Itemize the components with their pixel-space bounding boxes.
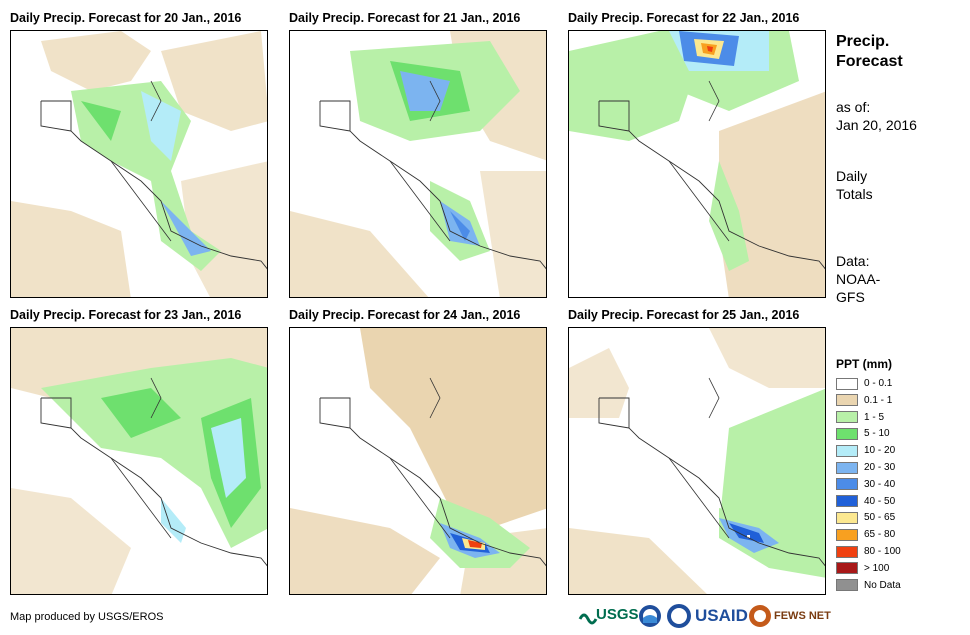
- legend-item: No Data: [836, 579, 901, 592]
- panel-title-6: Daily Precip. Forecast for 25 Jan., 2016: [568, 308, 800, 322]
- panel-title-5: Daily Precip. Forecast for 24 Jan., 2016: [289, 308, 521, 322]
- legend-label: 40 - 50: [864, 495, 896, 507]
- legend-title: PPT (mm): [836, 357, 893, 371]
- panel-title-1: Daily Precip. Forecast for 20 Jan., 2016: [10, 11, 242, 25]
- legend-swatch: [836, 478, 858, 491]
- sidebar-daily-line2: Totals: [836, 186, 873, 202]
- legend-label: 1 - 5: [864, 411, 885, 423]
- noaa-logo: [638, 603, 662, 629]
- legend-swatch: [836, 579, 858, 592]
- legend-swatch: [836, 377, 858, 390]
- fews-net-logo-text: FEWS NET: [774, 610, 831, 622]
- sidebar-data-line2: NOAA-: [836, 271, 881, 287]
- legend-label: 0.1 - 1: [864, 394, 893, 406]
- panel-title-4: Daily Precip. Forecast for 23 Jan., 2016: [10, 308, 242, 322]
- legend-swatch: [836, 495, 858, 508]
- legend-label: 20 - 30: [864, 462, 896, 473]
- usgs-logo: USGS: [578, 603, 639, 629]
- legend-item: 0 - 0.1: [836, 377, 892, 390]
- sidebar-data-line3: GFS: [836, 289, 865, 305]
- forecast-map-23-jan: [10, 327, 268, 595]
- legend-item: > 100: [836, 562, 889, 575]
- sidebar-daily-totals: Daily Totals: [836, 167, 956, 203]
- forecast-map-20-jan: [10, 30, 268, 298]
- legend-swatch: [836, 411, 858, 424]
- legend-item: 20 - 30: [836, 461, 895, 474]
- forecast-map-24-jan: [289, 327, 547, 595]
- legend-label: No Data: [864, 579, 901, 591]
- legend-label: 10 - 20: [864, 445, 896, 457]
- legend-label: 50 - 65: [864, 512, 896, 524]
- sidebar-data-line1: Data:: [836, 253, 870, 269]
- legend-item: 30 - 40: [836, 478, 895, 491]
- legend-label: 65 - 80: [864, 529, 896, 541]
- fews-net-logo: FEWS NET: [748, 603, 831, 629]
- legend-swatch: [836, 461, 858, 474]
- legend-swatch: [836, 511, 858, 524]
- legend-item: 5 - 10: [836, 427, 890, 440]
- legend-item: 1 - 5: [836, 411, 884, 424]
- usaid-logo: USAID: [666, 603, 748, 629]
- forecast-map-25-jan: [568, 327, 826, 595]
- sidebar-as-of: as of: Jan 20, 2016: [836, 98, 956, 134]
- legend-swatch: [836, 545, 858, 558]
- sidebar-data-source: Data: NOAA- GFS: [836, 252, 956, 306]
- forecast-map-22-jan: [568, 30, 826, 298]
- legend-swatch: [836, 394, 858, 407]
- panel-title-2: Daily Precip. Forecast for 21 Jan., 2016: [289, 11, 521, 25]
- usgs-logo-mark: [578, 613, 598, 625]
- legend-label: 30 - 40: [864, 478, 896, 490]
- legend-item: 50 - 65: [836, 511, 895, 524]
- legend-item: 10 - 20: [836, 444, 895, 457]
- legend-item: 65 - 80: [836, 528, 895, 541]
- sidebar-title-line1: Precip.: [836, 33, 890, 50]
- legend-swatch: [836, 444, 858, 457]
- sidebar-asof-line1: as of:: [836, 99, 871, 115]
- sidebar-daily-line1: Daily: [836, 168, 868, 184]
- legend-label: 5 - 10: [864, 428, 890, 440]
- legend-item: 80 - 100: [836, 545, 901, 558]
- legend-item: 0.1 - 1: [836, 394, 892, 407]
- legend-swatch: [836, 528, 858, 541]
- legend-label: > 100: [864, 562, 890, 574]
- panel-title-3: Daily Precip. Forecast for 22 Jan., 2016: [568, 11, 800, 25]
- sidebar-title: Precip. Forecast: [836, 32, 956, 72]
- sidebar-title-line2: Forecast: [836, 53, 903, 70]
- usaid-logo-text: USAID: [695, 606, 748, 625]
- legend-item: 40 - 50: [836, 495, 895, 508]
- footer-credit: Map produced by USGS/EROS: [10, 611, 164, 623]
- legend-label: 0 - 0.1: [864, 378, 893, 389]
- legend-swatch: [836, 427, 858, 440]
- sidebar-asof-line2: Jan 20, 2016: [836, 117, 917, 133]
- legend-swatch: [836, 562, 858, 575]
- legend-label: 80 - 100: [864, 546, 901, 557]
- usgs-logo-text: USGS: [596, 606, 639, 623]
- forecast-map-21-jan: [289, 30, 547, 298]
